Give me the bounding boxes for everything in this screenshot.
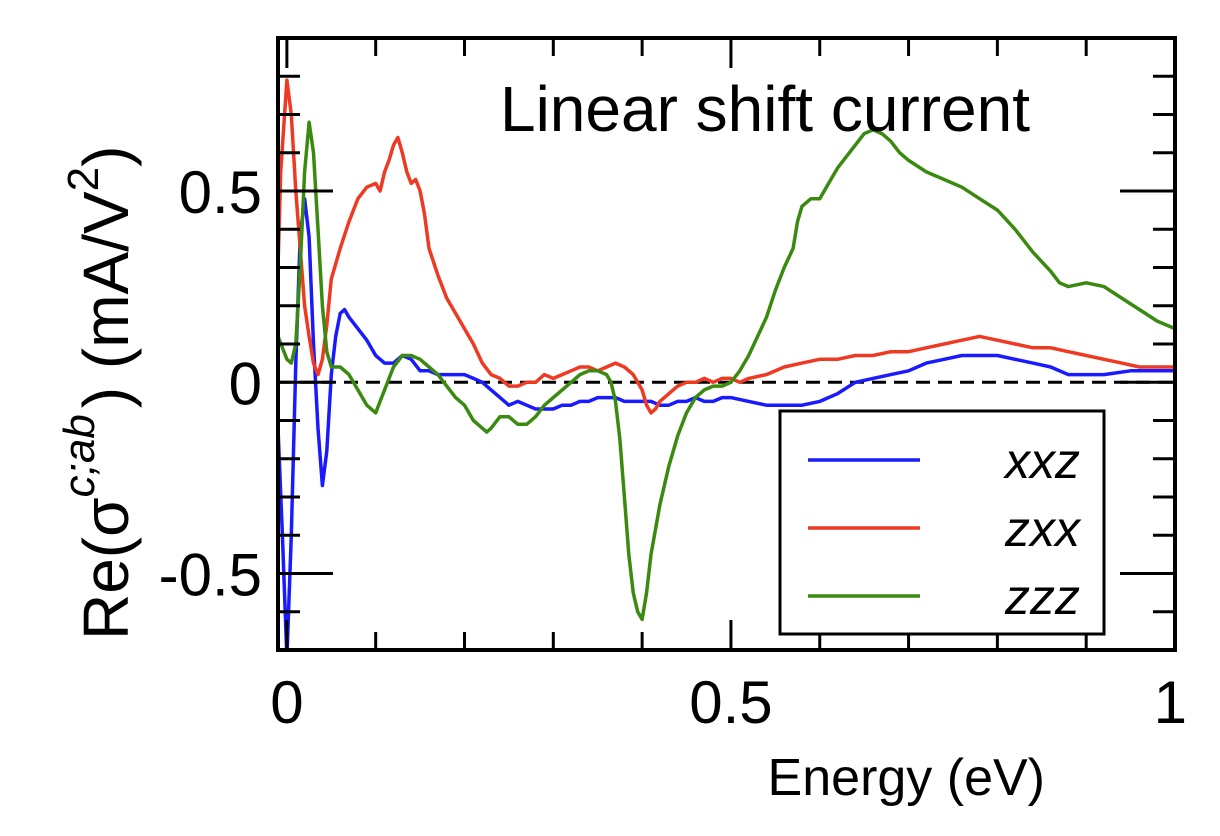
- y-axis-title-close: ): [70, 146, 142, 167]
- y-axis-title-suffix: ) (mA/V: [70, 191, 142, 408]
- x-tick-label: 0.5: [689, 669, 772, 736]
- legend: xxz zxx zzz: [778, 409, 1106, 636]
- series-line-xxz: [278, 196, 1175, 650]
- y-axis-title-prefix: Re(σ: [70, 497, 142, 640]
- y-axis-title-superscript: c;ab: [55, 414, 104, 497]
- legend-label-zzz: zzz: [1004, 569, 1080, 625]
- legend-label-xxz: xxz: [1003, 433, 1080, 489]
- x-tick-label: 0: [270, 669, 303, 736]
- x-axis-title: Energy (eV): [768, 749, 1045, 807]
- y-axis-title-unit-power: 2: [59, 167, 108, 191]
- y-tick-label: 0: [229, 350, 262, 417]
- x-tick-label: 1: [1154, 669, 1187, 736]
- y-tick-label: 0.5: [179, 159, 262, 226]
- series-line-zxx: [278, 78, 1175, 415]
- y-axis-title: Re(σc;ab ) (mA/V2): [55, 146, 142, 640]
- series-line-zzz: [278, 120, 1175, 622]
- y-tick-label: -0.5: [159, 542, 262, 609]
- chart-title: Linear shift current: [500, 73, 1030, 145]
- legend-label-zxx: zxx: [1004, 501, 1082, 557]
